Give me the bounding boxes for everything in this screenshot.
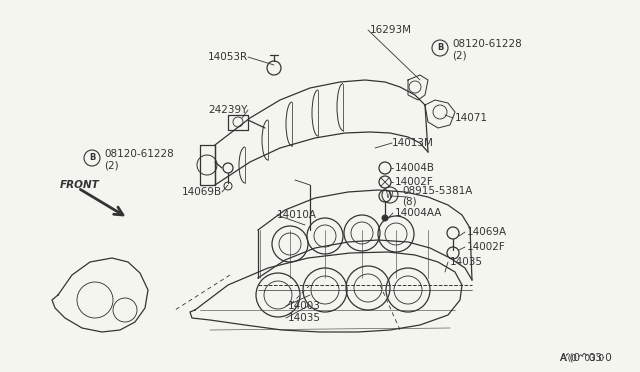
Text: 08915-5381A: 08915-5381A [402,186,472,196]
Circle shape [382,215,388,221]
Text: 16293M: 16293M [370,25,412,35]
Text: 08120-61228: 08120-61228 [104,149,173,159]
Text: 14002F: 14002F [395,177,434,187]
Text: B: B [89,154,95,163]
Text: W: W [387,190,394,199]
Text: 24239Y: 24239Y [209,105,248,115]
Text: 14013M: 14013M [392,138,434,148]
Text: 14004AA: 14004AA [395,208,442,218]
Text: 14035: 14035 [450,257,483,267]
Text: 14010A: 14010A [277,210,317,220]
Text: A’(0^03‧0: A’(0^03‧0 [560,353,612,363]
Text: (8): (8) [402,197,417,207]
Text: 08120-61228: 08120-61228 [452,39,522,49]
Text: (2): (2) [104,161,118,171]
Text: (2): (2) [452,51,467,61]
Text: 14004B: 14004B [395,163,435,173]
Text: 14053R: 14053R [208,52,248,62]
Text: 14069A: 14069A [467,227,507,237]
Text: 14002F: 14002F [467,242,506,252]
Text: 14003: 14003 [288,301,321,311]
Text: FRONT: FRONT [60,180,100,190]
Text: 14069B: 14069B [182,187,222,197]
Text: A'(0^03'0: A'(0^03'0 [560,353,605,362]
Text: 14035: 14035 [288,313,321,323]
Text: 14071: 14071 [455,113,488,123]
Text: B: B [437,44,443,52]
